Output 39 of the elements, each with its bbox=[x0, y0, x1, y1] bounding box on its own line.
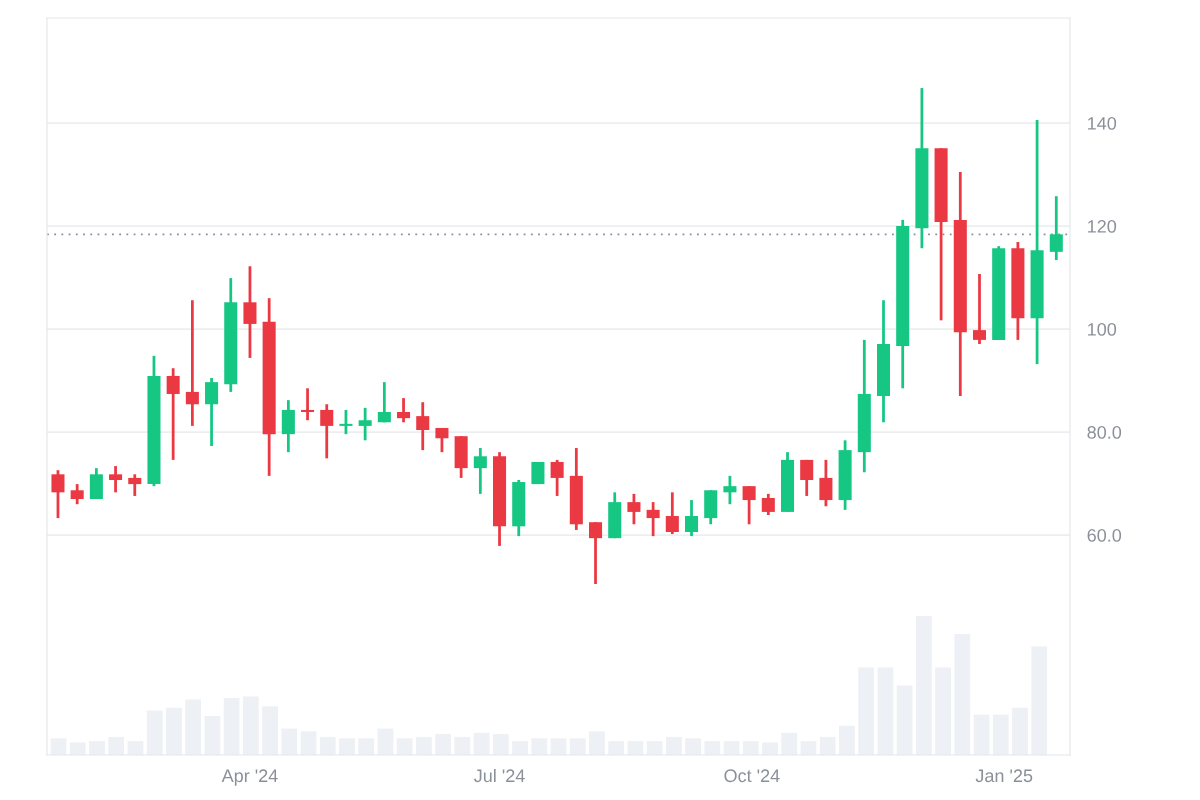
y-tick-label: 80.0 bbox=[1087, 426, 1122, 439]
candlestick bbox=[819, 458, 833, 508]
x-tick-label: Apr '24 bbox=[221, 769, 278, 786]
candlestick bbox=[435, 426, 449, 454]
y-tick-label: 120 bbox=[1088, 220, 1117, 233]
candlestick bbox=[377, 380, 391, 424]
candlestick bbox=[416, 400, 430, 452]
candlestick bbox=[761, 492, 775, 517]
candlestick bbox=[205, 376, 219, 448]
candlestick bbox=[800, 458, 814, 498]
candlestick bbox=[589, 520, 603, 586]
candlestick bbox=[646, 500, 660, 538]
candlestick bbox=[185, 298, 199, 428]
candlestick bbox=[972, 272, 987, 346]
candlestick bbox=[320, 402, 334, 460]
candlestick bbox=[1049, 194, 1063, 262]
candlestick bbox=[742, 484, 756, 526]
candlestick bbox=[358, 406, 372, 442]
candlestick bbox=[627, 492, 641, 526]
y-tick-label: 60.0 bbox=[1087, 529, 1122, 542]
candlestick bbox=[397, 396, 411, 424]
candlestick bbox=[128, 472, 142, 498]
candlestick bbox=[109, 464, 123, 494]
candlestick bbox=[166, 366, 180, 462]
candlestick bbox=[723, 474, 737, 506]
y-tick-label: 140 bbox=[1088, 117, 1117, 130]
candlestick bbox=[243, 264, 257, 360]
candlestick bbox=[70, 482, 84, 506]
candlestick bbox=[301, 386, 315, 422]
candlestick bbox=[339, 408, 353, 436]
candlestick bbox=[665, 490, 679, 536]
y-tick-label: 100 bbox=[1088, 323, 1117, 336]
candlestick bbox=[473, 446, 487, 496]
candlestick bbox=[51, 468, 65, 520]
candlestick bbox=[550, 458, 564, 498]
candlestick bbox=[684, 498, 699, 538]
x-tick-label: Jan '25 bbox=[975, 769, 1033, 783]
x-tick-label: Jul '24 bbox=[474, 768, 525, 783]
x-tick-label: Oct '24 bbox=[724, 769, 780, 783]
